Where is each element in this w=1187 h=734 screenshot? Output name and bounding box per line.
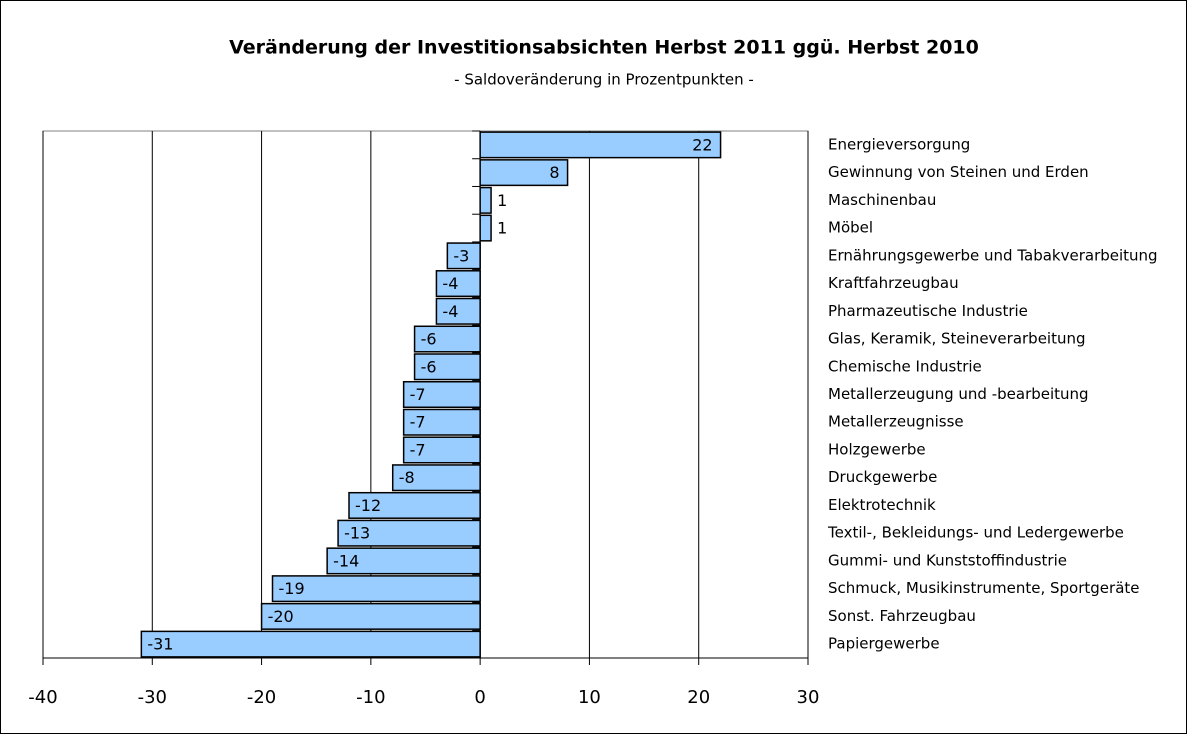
value-label: -13 bbox=[344, 524, 370, 543]
value-label: -6 bbox=[421, 330, 437, 349]
value-label: -19 bbox=[279, 579, 305, 598]
category-label: Holzgewerbe bbox=[828, 440, 926, 458]
category-label: Textil-, Bekleidungs- und Ledergewerbe bbox=[827, 524, 1124, 542]
value-label: -6 bbox=[421, 357, 437, 376]
x-tick-label: 20 bbox=[687, 687, 710, 708]
category-label: Sonst. Fahrzeugbau bbox=[828, 607, 976, 625]
value-label: -31 bbox=[147, 635, 173, 654]
bar bbox=[391, 464, 481, 492]
value-label: -14 bbox=[333, 551, 359, 570]
bar bbox=[402, 408, 481, 436]
category-label: Glas, Keramik, Steineverarbeitung bbox=[828, 330, 1086, 348]
category-label: Ernährungsgewerbe und Tabakverarbeitung bbox=[828, 246, 1158, 264]
value-label: -7 bbox=[410, 413, 426, 432]
value-label: 8 bbox=[549, 163, 559, 182]
value-label: 1 bbox=[497, 191, 507, 210]
category-label: Elektrotechnik bbox=[828, 496, 936, 514]
category-label: Energieversorgung bbox=[828, 135, 970, 153]
x-tick-label: -10 bbox=[356, 687, 385, 708]
category-label: Papiergewerbe bbox=[828, 635, 940, 653]
category-label: Chemische Industrie bbox=[828, 357, 982, 375]
value-label: -4 bbox=[442, 302, 458, 321]
bar bbox=[413, 325, 481, 353]
category-label: Kraftfahrzeugbau bbox=[828, 274, 959, 292]
x-tick-label: -30 bbox=[138, 687, 167, 708]
bar bbox=[435, 297, 481, 325]
bar bbox=[413, 353, 481, 381]
x-tick-label: 10 bbox=[578, 687, 601, 708]
value-label: 1 bbox=[497, 219, 507, 238]
category-label: Metallerzeugnisse bbox=[828, 413, 964, 431]
bar bbox=[446, 242, 481, 270]
value-label: -8 bbox=[399, 468, 415, 487]
value-label: 22 bbox=[692, 135, 712, 154]
value-label: -7 bbox=[410, 440, 426, 459]
value-label: -3 bbox=[453, 246, 469, 265]
x-tick-label: 0 bbox=[474, 687, 485, 708]
value-label: -20 bbox=[268, 607, 294, 626]
bar bbox=[326, 547, 481, 575]
bar bbox=[479, 131, 722, 159]
category-label: Gewinnung von Steinen und Erden bbox=[828, 163, 1089, 181]
x-tick-label: -20 bbox=[247, 687, 276, 708]
category-label: Möbel bbox=[828, 219, 873, 237]
chart-subtitle: - Saldoveränderung in Prozentpunkten - bbox=[454, 71, 754, 89]
x-tick-label: 30 bbox=[797, 687, 820, 708]
bar bbox=[479, 214, 492, 242]
bar bbox=[479, 186, 492, 214]
category-label: Schmuck, Musikinstrumente, Sportgeräte bbox=[828, 579, 1140, 597]
bar bbox=[337, 519, 481, 547]
bar bbox=[260, 602, 481, 630]
category-label: Druckgewerbe bbox=[828, 468, 937, 486]
category-label: Maschinenbau bbox=[828, 191, 936, 209]
category-label: Gummi- und Kunststoffindustrie bbox=[828, 551, 1067, 569]
x-tick-label: -40 bbox=[28, 687, 57, 708]
bar bbox=[348, 491, 481, 519]
bar bbox=[479, 159, 569, 187]
bar bbox=[435, 270, 481, 298]
value-label: -4 bbox=[442, 274, 458, 293]
chart-title: Veränderung der Investitionsabsichten He… bbox=[229, 37, 979, 59]
bar bbox=[140, 630, 481, 658]
bar bbox=[271, 575, 481, 603]
category-label: Metallerzeugung und -bearbeitung bbox=[828, 385, 1089, 403]
bar bbox=[402, 380, 481, 409]
value-label: -12 bbox=[355, 496, 381, 515]
bar bbox=[402, 436, 481, 464]
category-label: Pharmazeutische Industrie bbox=[828, 302, 1028, 320]
value-label: -7 bbox=[410, 385, 426, 404]
